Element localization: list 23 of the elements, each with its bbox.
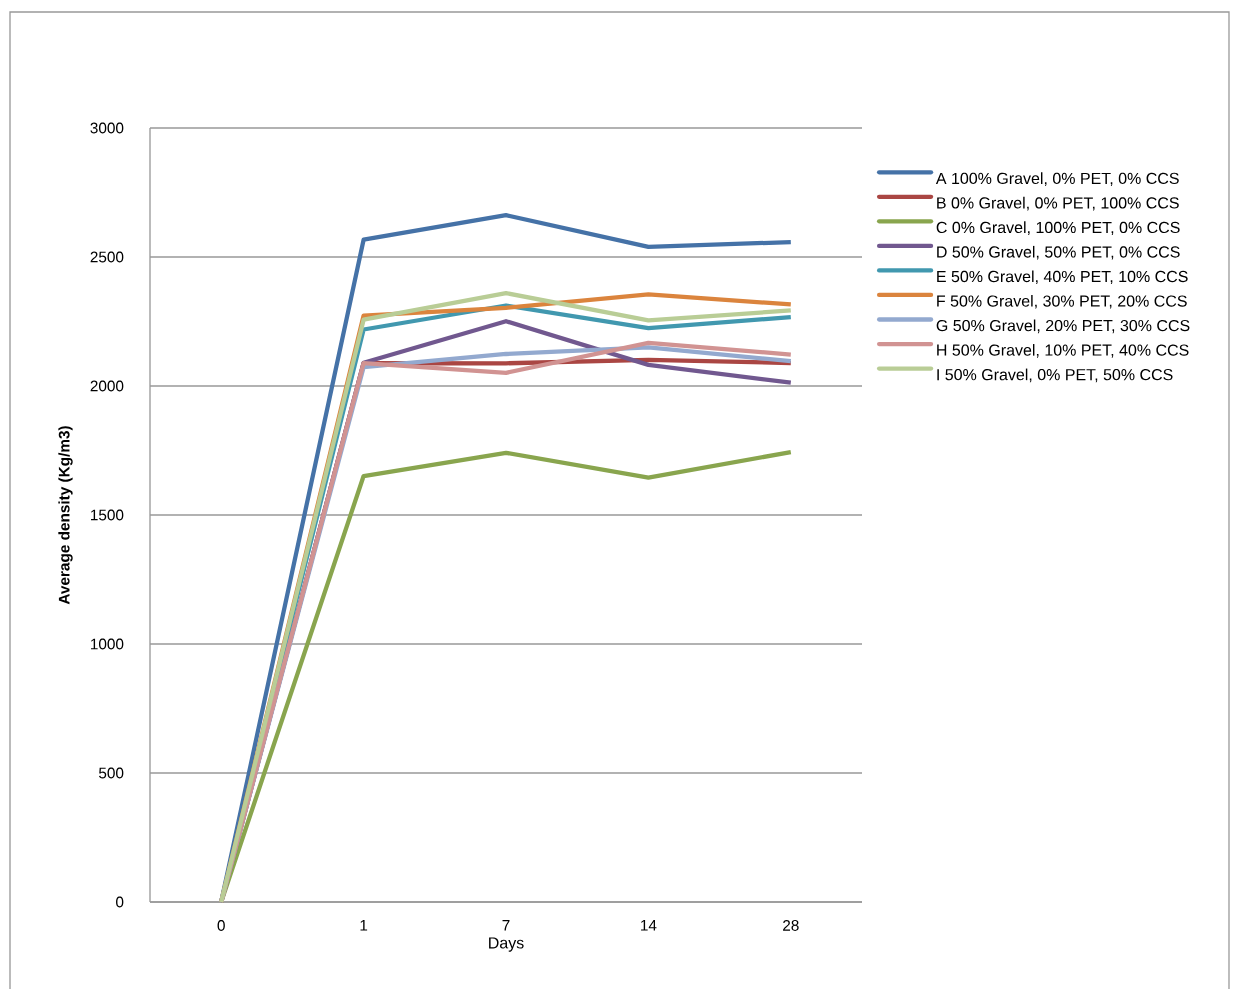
x-tick-label: 0 xyxy=(217,920,225,931)
x-tick-label: 1 xyxy=(360,920,368,931)
legend-label: F 50% Gravel, 30% PET, 20% CCS xyxy=(937,294,1187,309)
y-axis-title: Average density (Kg/m3) xyxy=(58,426,73,605)
legend-label: D 50% Gravel, 50% PET, 0% CCS xyxy=(937,245,1180,260)
y-tick-label: 500 xyxy=(98,767,124,779)
legend-label: E 50% Gravel, 40% PET, 10% CCS xyxy=(937,270,1188,285)
y-tick-label: 0 xyxy=(116,896,124,908)
y-tick-label: 2000 xyxy=(90,380,124,392)
legend-label: B 0% Gravel, 0% PET, 100% CCS xyxy=(937,196,1179,211)
legend-label: C 0% Gravel, 100% PET, 0% CCS xyxy=(936,221,1180,236)
x-tick-label: 7 xyxy=(502,920,510,931)
y-tick-label: 2500 xyxy=(90,251,124,263)
legend-label: A 100% Gravel, 0% PET, 0% CCS xyxy=(935,172,1179,186)
legend-label: G 50% Gravel, 20% PET, 30% CCS xyxy=(936,319,1190,334)
x-tick-label: 28 xyxy=(783,920,799,931)
y-tick-label: 3000 xyxy=(90,122,124,134)
y-tick-label: 1000 xyxy=(91,638,124,650)
x-tick-label: 14 xyxy=(641,920,657,931)
y-tick-label: 1500 xyxy=(91,509,124,521)
x-axis-title: Days xyxy=(489,937,524,952)
legend-label: H 50% Gravel, 10% PET, 40% CCS xyxy=(937,344,1189,358)
legend-label: I 50% Gravel, 0% PET, 50% CCS xyxy=(937,368,1173,383)
